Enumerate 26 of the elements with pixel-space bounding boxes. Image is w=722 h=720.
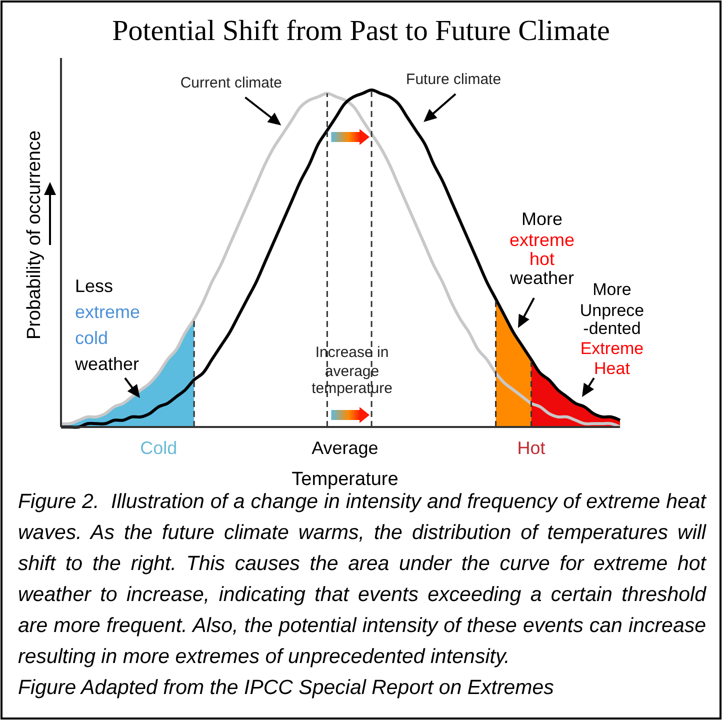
annotation: temperature <box>312 380 392 397</box>
series-label: Future climate <box>406 71 502 88</box>
chart-title: Potential Shift from Past to Future Climate <box>112 15 610 47</box>
annotation: extreme <box>75 302 140 322</box>
annotation: average <box>324 363 380 380</box>
annotation: Extreme <box>580 339 644 358</box>
x-tick-label: Hot <box>517 438 546 458</box>
annotation: weather <box>508 268 574 288</box>
annotation: Heat <box>594 359 630 378</box>
caption: Figure 2. Illustration of a change in intensity and frequency of extreme heat waves. As the future climate warms, the distribution of temperatures will shift to the right. This causes the area under the curve for extreme hot weather to increase, indicating that events exceeding a certain threshold are more frequent. Also, the potential intensity of these events can increase resulting in more extremes of unprecedented intensity. <box>18 489 706 670</box>
annotation: Increase in <box>315 344 389 361</box>
annotation: More <box>592 280 632 299</box>
text: Figure Adapted from the IPCC Special Report on Extremes <box>18 675 555 701</box>
annotation: weather <box>74 354 140 374</box>
annotation: Less <box>75 276 114 296</box>
x-tick-label: Average <box>312 438 378 458</box>
annotation: hot <box>529 249 555 269</box>
annotation: cold <box>75 328 108 348</box>
annotation: extreme <box>509 230 575 250</box>
annotation: More <box>521 209 563 229</box>
x-tick-label: Cold <box>140 438 178 458</box>
annotation: -dented <box>583 319 641 338</box>
x-axis-title: Temperature <box>292 469 398 490</box>
series-label: Current climate <box>180 74 282 92</box>
y-axis-title: Probability of occurrence <box>24 130 45 340</box>
annotation: Unprece <box>580 301 644 320</box>
